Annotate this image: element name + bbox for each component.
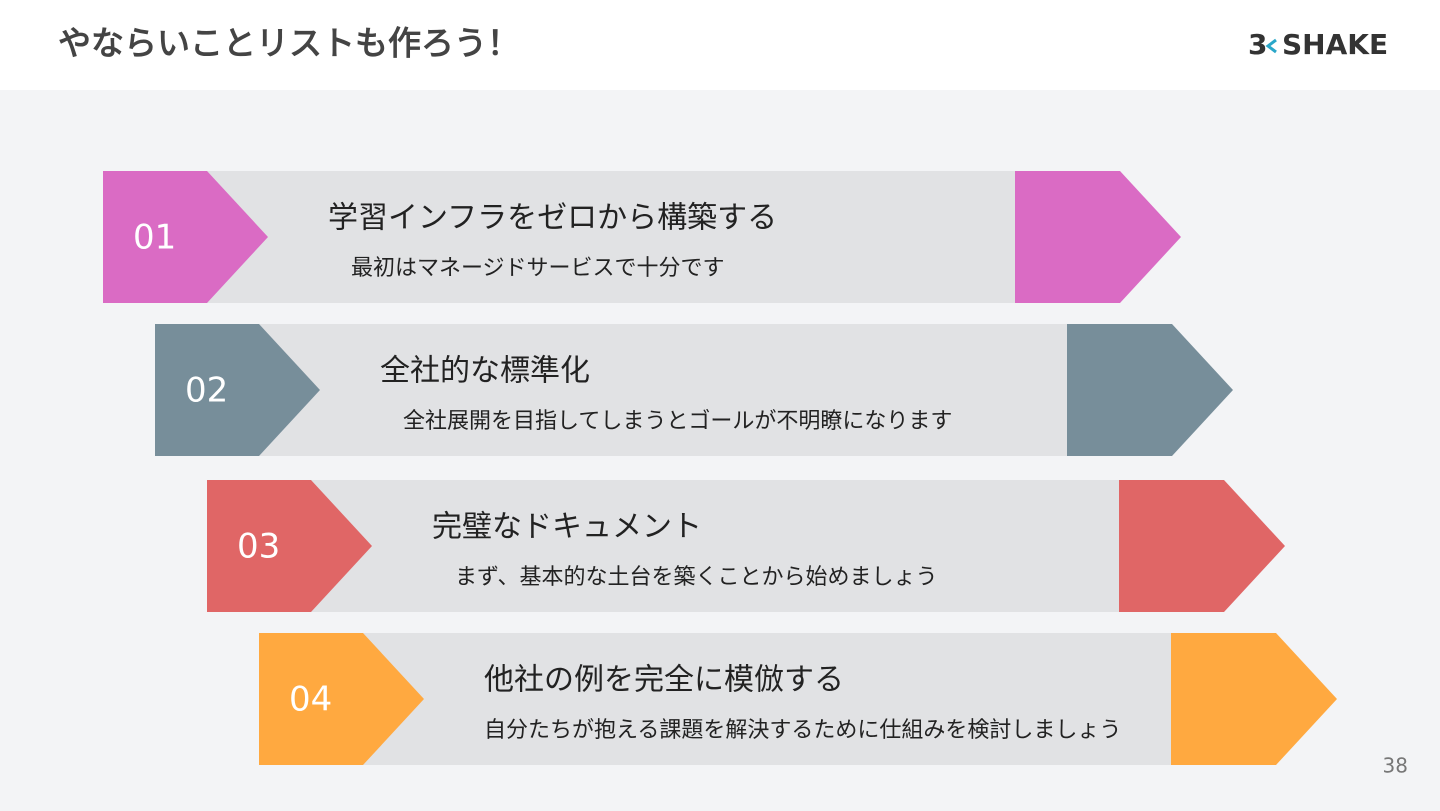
item-number: 04 <box>289 680 332 720</box>
item-title: 全社的な標準化 <box>380 354 590 389</box>
item-subtitle: まず、基本的な土台を築くことから始めましょう <box>455 565 937 590</box>
item-badge <box>103 171 268 303</box>
item-number: 01 <box>133 218 176 258</box>
item-bar <box>207 171 1015 303</box>
logo-icon <box>1265 38 1277 54</box>
item-arrow <box>1015 171 1181 303</box>
item-subtitle: 最初はマネージドサービスで十分です <box>351 256 725 281</box>
item-badge <box>207 480 372 612</box>
page-number: 38 <box>1383 754 1408 778</box>
item-badge <box>259 633 424 765</box>
item-badge <box>155 324 320 456</box>
item-arrow <box>1067 324 1233 456</box>
item-arrow <box>1119 480 1285 612</box>
logo-number: 3 <box>1248 28 1267 61</box>
item-subtitle: 自分たちが抱える課題を解決するために仕組みを検討しましょう <box>484 718 1121 743</box>
item-number: 03 <box>237 527 280 567</box>
item-bar <box>259 324 1067 456</box>
slide-title: やならいことリストも作ろう！ <box>58 24 520 63</box>
item-bar <box>311 480 1119 612</box>
item-title: 完璧なドキュメント <box>432 510 702 545</box>
item-bar <box>363 633 1171 765</box>
item-number: 02 <box>185 371 228 411</box>
item-subtitle: 全社展開を目指してしまうとゴールが不明瞭になります <box>403 409 952 434</box>
item-title: 他社の例を完全に模倣する <box>484 663 844 698</box>
logo-text: SHAKE <box>1282 28 1388 61</box>
header-bar <box>0 0 1440 90</box>
item-arrow <box>1171 633 1337 765</box>
item-title: 学習インフラをゼロから構築する <box>328 201 777 236</box>
